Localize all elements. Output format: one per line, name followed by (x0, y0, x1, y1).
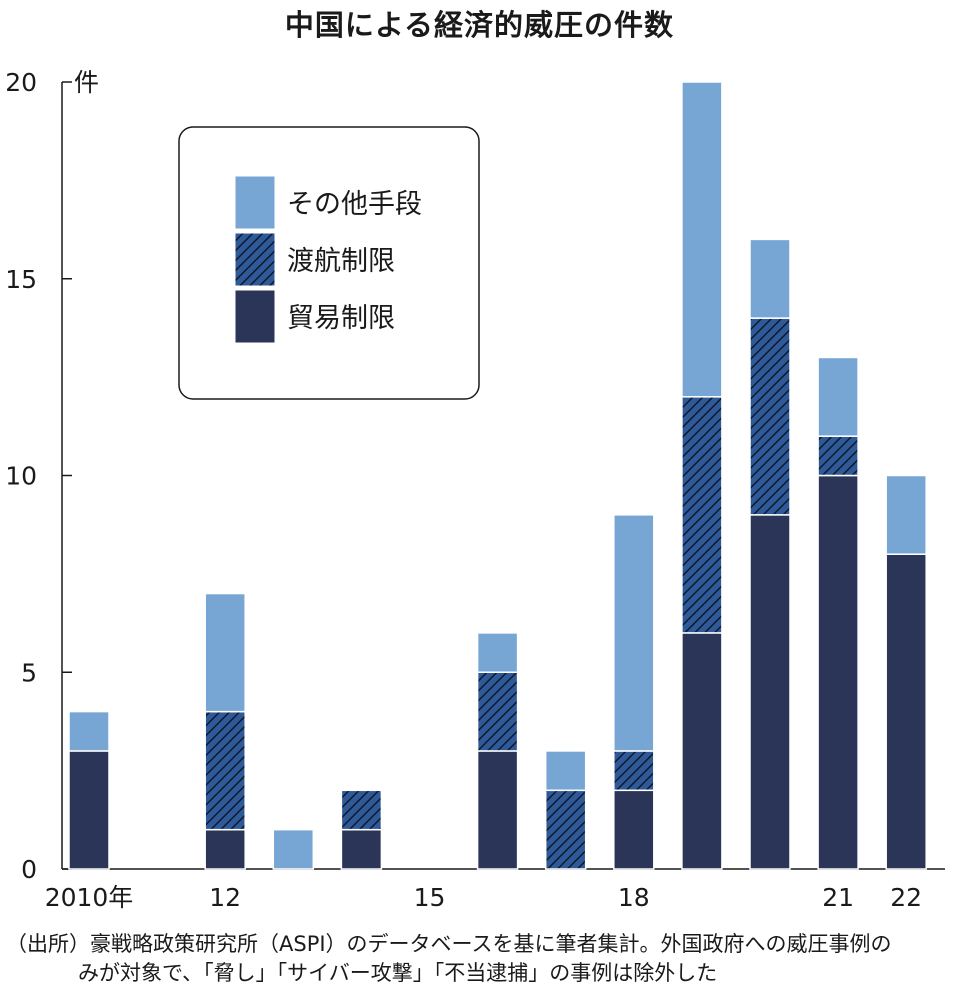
bar-2020-渡航制限 (749, 317, 791, 516)
bar-2019-渡航制限 (681, 396, 723, 634)
bar-2021-その他手段 (817, 356, 859, 437)
x-tick-label-22: 22 (890, 883, 922, 912)
x-tick-label-12: 12 (209, 883, 241, 912)
y-tick-label-10: 10 (5, 462, 37, 491)
bar-2021-渡航制限 (817, 435, 859, 477)
legend-swatch-貿易制限 (234, 289, 276, 344)
legend-label-貿易制限: 貿易制限 (287, 303, 395, 334)
bar-2014-貿易制限 (340, 828, 383, 870)
bar-2012-その他手段 (204, 592, 246, 713)
source-footnote: （出所）豪戦略政策研究所（ASPI）のデータベースを基に筆者集計。外国政府への威… (6, 930, 956, 988)
y-tick-label-5: 5 (21, 658, 37, 687)
legend-label-その他手段: その他手段 (287, 189, 422, 220)
bar-2019-その他手段 (681, 81, 723, 398)
bar-2014-渡航制限 (340, 789, 383, 831)
y-tick-label-20: 20 (5, 68, 37, 97)
footnote-line-1: （出所）豪戦略政策研究所（ASPI）のデータベースを基に筆者集計。外国政府への威… (6, 932, 892, 956)
bar-2022-その他手段 (885, 474, 927, 555)
x-tick-label-18: 18 (618, 883, 650, 912)
bar-2016-渡航制限 (476, 671, 519, 752)
bar-2016-貿易制限 (476, 750, 519, 870)
bar-2020-貿易制限 (749, 514, 791, 870)
y-tick-label-15: 15 (5, 265, 37, 294)
x-tick-label-21: 21 (822, 883, 854, 912)
bar-2016-その他手段 (476, 632, 519, 674)
bar-2018-その他手段 (613, 514, 655, 752)
bar-2012-貿易制限 (204, 828, 246, 870)
footnote-line-2: みが対象で、「脅し」「サイバー攻撃」「不当逮捕」の事例は除外した (78, 961, 718, 985)
y-tick-label-0: 0 (21, 855, 37, 884)
x-tick-label-2010年: 2010年 (45, 883, 134, 912)
bar-2017-渡航制限 (544, 789, 587, 870)
bar-2020-その他手段 (749, 238, 791, 319)
legend-swatch-渡航制限 (234, 232, 276, 287)
chart-title: 中国による経済的威圧の件数 (284, 8, 675, 42)
bar-2019-貿易制限 (681, 632, 723, 870)
bar-2013-その他手段 (272, 828, 315, 870)
bar-2010-貿易制限 (68, 750, 110, 870)
bar-2022-貿易制限 (885, 553, 927, 870)
x-tick-label-15: 15 (414, 883, 446, 912)
bar-2010-その他手段 (68, 710, 110, 752)
bar-2018-貿易制限 (613, 789, 655, 870)
bar-2021-貿易制限 (817, 474, 859, 870)
bar-2017-その他手段 (544, 750, 587, 792)
bar-2018-渡航制限 (613, 750, 655, 792)
bar-2012-渡航制限 (204, 710, 246, 831)
legend-swatch-その他手段 (234, 175, 276, 230)
y-axis-unit-label: 件 (74, 68, 99, 97)
legend-label-渡航制限: 渡航制限 (287, 246, 395, 277)
